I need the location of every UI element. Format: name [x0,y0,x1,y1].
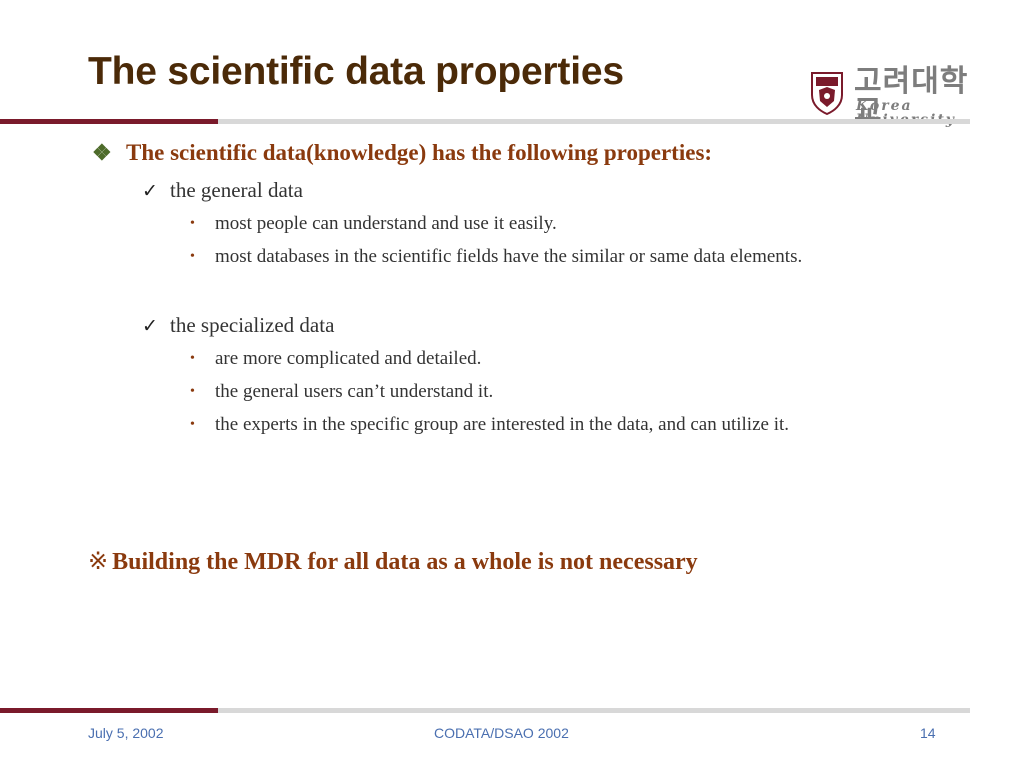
list-item-text: the general users can’t understand it. [215,381,494,402]
korea-university-logo: 고려대학교 Korea University [810,67,990,127]
university-shield-icon [811,72,843,115]
dot-bullet-icon: • [190,216,195,231]
footer-event: CODATA/DSAO 2002 [434,725,569,741]
group-general-label: ✓ the general data [142,178,303,202]
slide-title: The scientific data properties [88,50,624,93]
reference-mark-icon: ※ [88,547,109,575]
footer-divider [0,708,970,713]
footer-date: July 5, 2002 [88,725,164,741]
checkmark-bullet-icon: ✓ [142,316,158,337]
checkmark-bullet-icon: ✓ [142,181,158,202]
dot-bullet-icon: • [190,384,195,399]
list-item: • most people can understand and use it e… [190,214,557,233]
header-divider [0,119,970,124]
group-specialized-label: ✓ the specialized data [142,313,335,337]
conclusion-note: ※ Building the MDR for all data as a whol… [88,549,698,574]
list-item-text: are more complicated and detailed. [215,348,482,369]
list-item: • the general users can’t understand it. [190,382,493,401]
page-number: 14 [920,725,936,741]
group-label-text: the general data [170,178,303,202]
list-item-text: most people can understand and use it ea… [215,213,557,234]
group-label-text: the specialized data [170,313,335,337]
diamond-bullet-icon: ❖ [92,140,112,165]
conclusion-text: Building the MDR for all data as a whole… [112,549,698,575]
list-item: • are more complicated and detailed. [190,349,481,368]
main-heading-text: The scientific data(knowledge) has the f… [126,140,713,165]
list-item: • the experts in the specific group are i… [190,415,789,434]
main-heading: ❖ The scientific data(knowledge) has the … [92,141,712,164]
dot-bullet-icon: • [190,351,195,366]
list-item-text: the experts in the specific group are in… [215,414,789,435]
dot-bullet-icon: • [190,249,195,264]
list-item-text: most databases in the scientific fields … [215,246,803,267]
list-item: • most databases in the scientific fields… [190,247,802,266]
dot-bullet-icon: • [190,417,195,432]
logo-korean-text: 고려대학교 [854,64,969,129]
